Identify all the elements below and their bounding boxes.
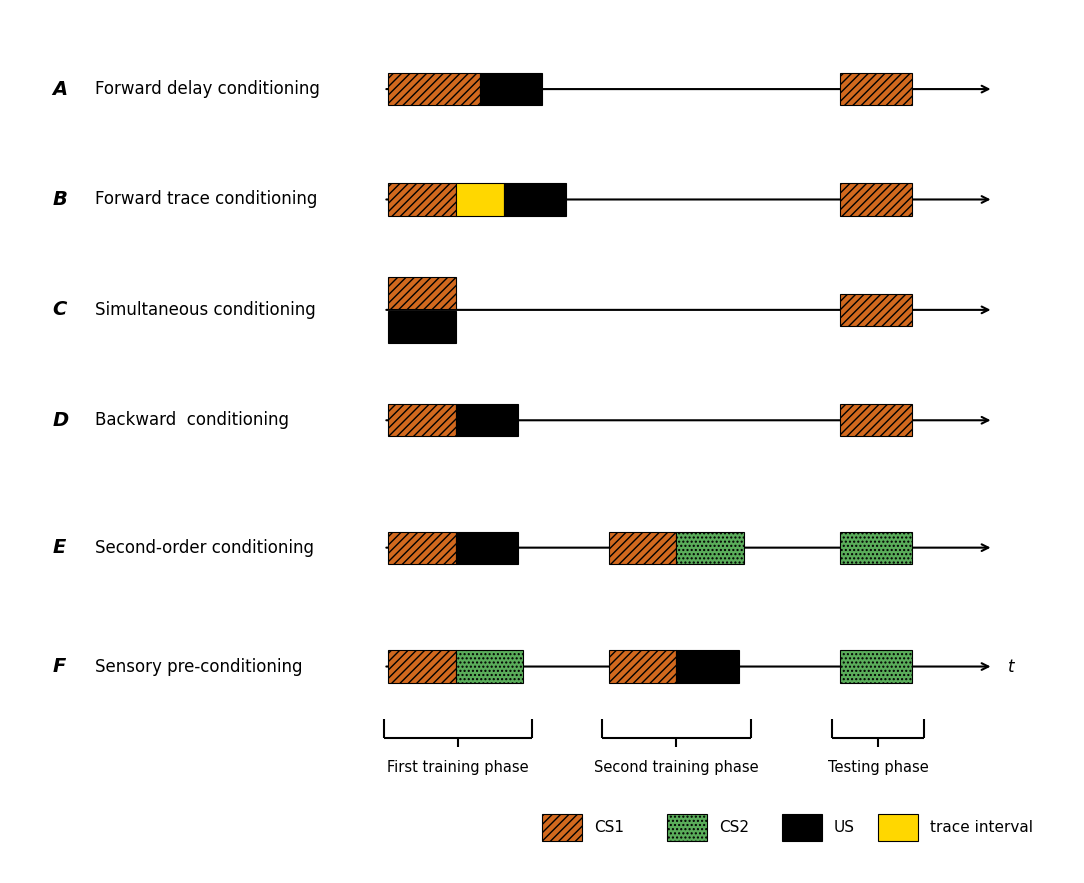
Bar [840, 294, 912, 326]
Text: Simultaneous conditioning: Simultaneous conditioning [95, 301, 317, 319]
Text: CS2: CS2 [719, 820, 749, 835]
Text: Sensory pre-conditioning: Sensory pre-conditioning [95, 658, 302, 675]
Text: US: US [834, 820, 855, 835]
Text: CS1: CS1 [594, 820, 624, 835]
Bar [504, 184, 566, 215]
Text: Second training phase: Second training phase [594, 760, 759, 775]
Text: A: A [52, 79, 67, 99]
Text: E: E [52, 538, 65, 557]
Text: Testing phase: Testing phase [828, 760, 929, 775]
Text: C: C [52, 300, 66, 320]
Bar [388, 311, 455, 343]
Bar [388, 276, 455, 309]
Bar [455, 184, 504, 215]
Text: t: t [1008, 658, 1015, 675]
Bar [542, 814, 582, 841]
Bar [388, 651, 455, 683]
Bar [609, 651, 676, 683]
Bar [609, 532, 676, 563]
Text: Backward  conditioning: Backward conditioning [95, 411, 289, 429]
Bar [667, 814, 707, 841]
Bar [878, 814, 918, 841]
Bar [455, 532, 518, 563]
Bar [455, 404, 518, 436]
Bar [455, 651, 522, 683]
Text: F: F [52, 657, 65, 676]
Text: B: B [52, 190, 67, 209]
Text: First training phase: First training phase [387, 760, 528, 775]
Bar [840, 651, 912, 683]
Text: D: D [52, 411, 68, 430]
Text: trace interval: trace interval [930, 820, 1033, 835]
Bar [479, 73, 542, 105]
Bar [388, 73, 479, 105]
Bar [388, 184, 455, 215]
Text: Forward trace conditioning: Forward trace conditioning [95, 191, 318, 208]
Bar [388, 404, 455, 436]
Bar [676, 651, 739, 683]
Bar [782, 814, 823, 841]
Bar [840, 73, 912, 105]
Bar [676, 532, 744, 563]
Bar [840, 404, 912, 436]
Bar [388, 532, 455, 563]
Bar [840, 184, 912, 215]
Text: Second-order conditioning: Second-order conditioning [95, 539, 314, 556]
Text: Forward delay conditioning: Forward delay conditioning [95, 80, 320, 98]
Bar [840, 532, 912, 563]
